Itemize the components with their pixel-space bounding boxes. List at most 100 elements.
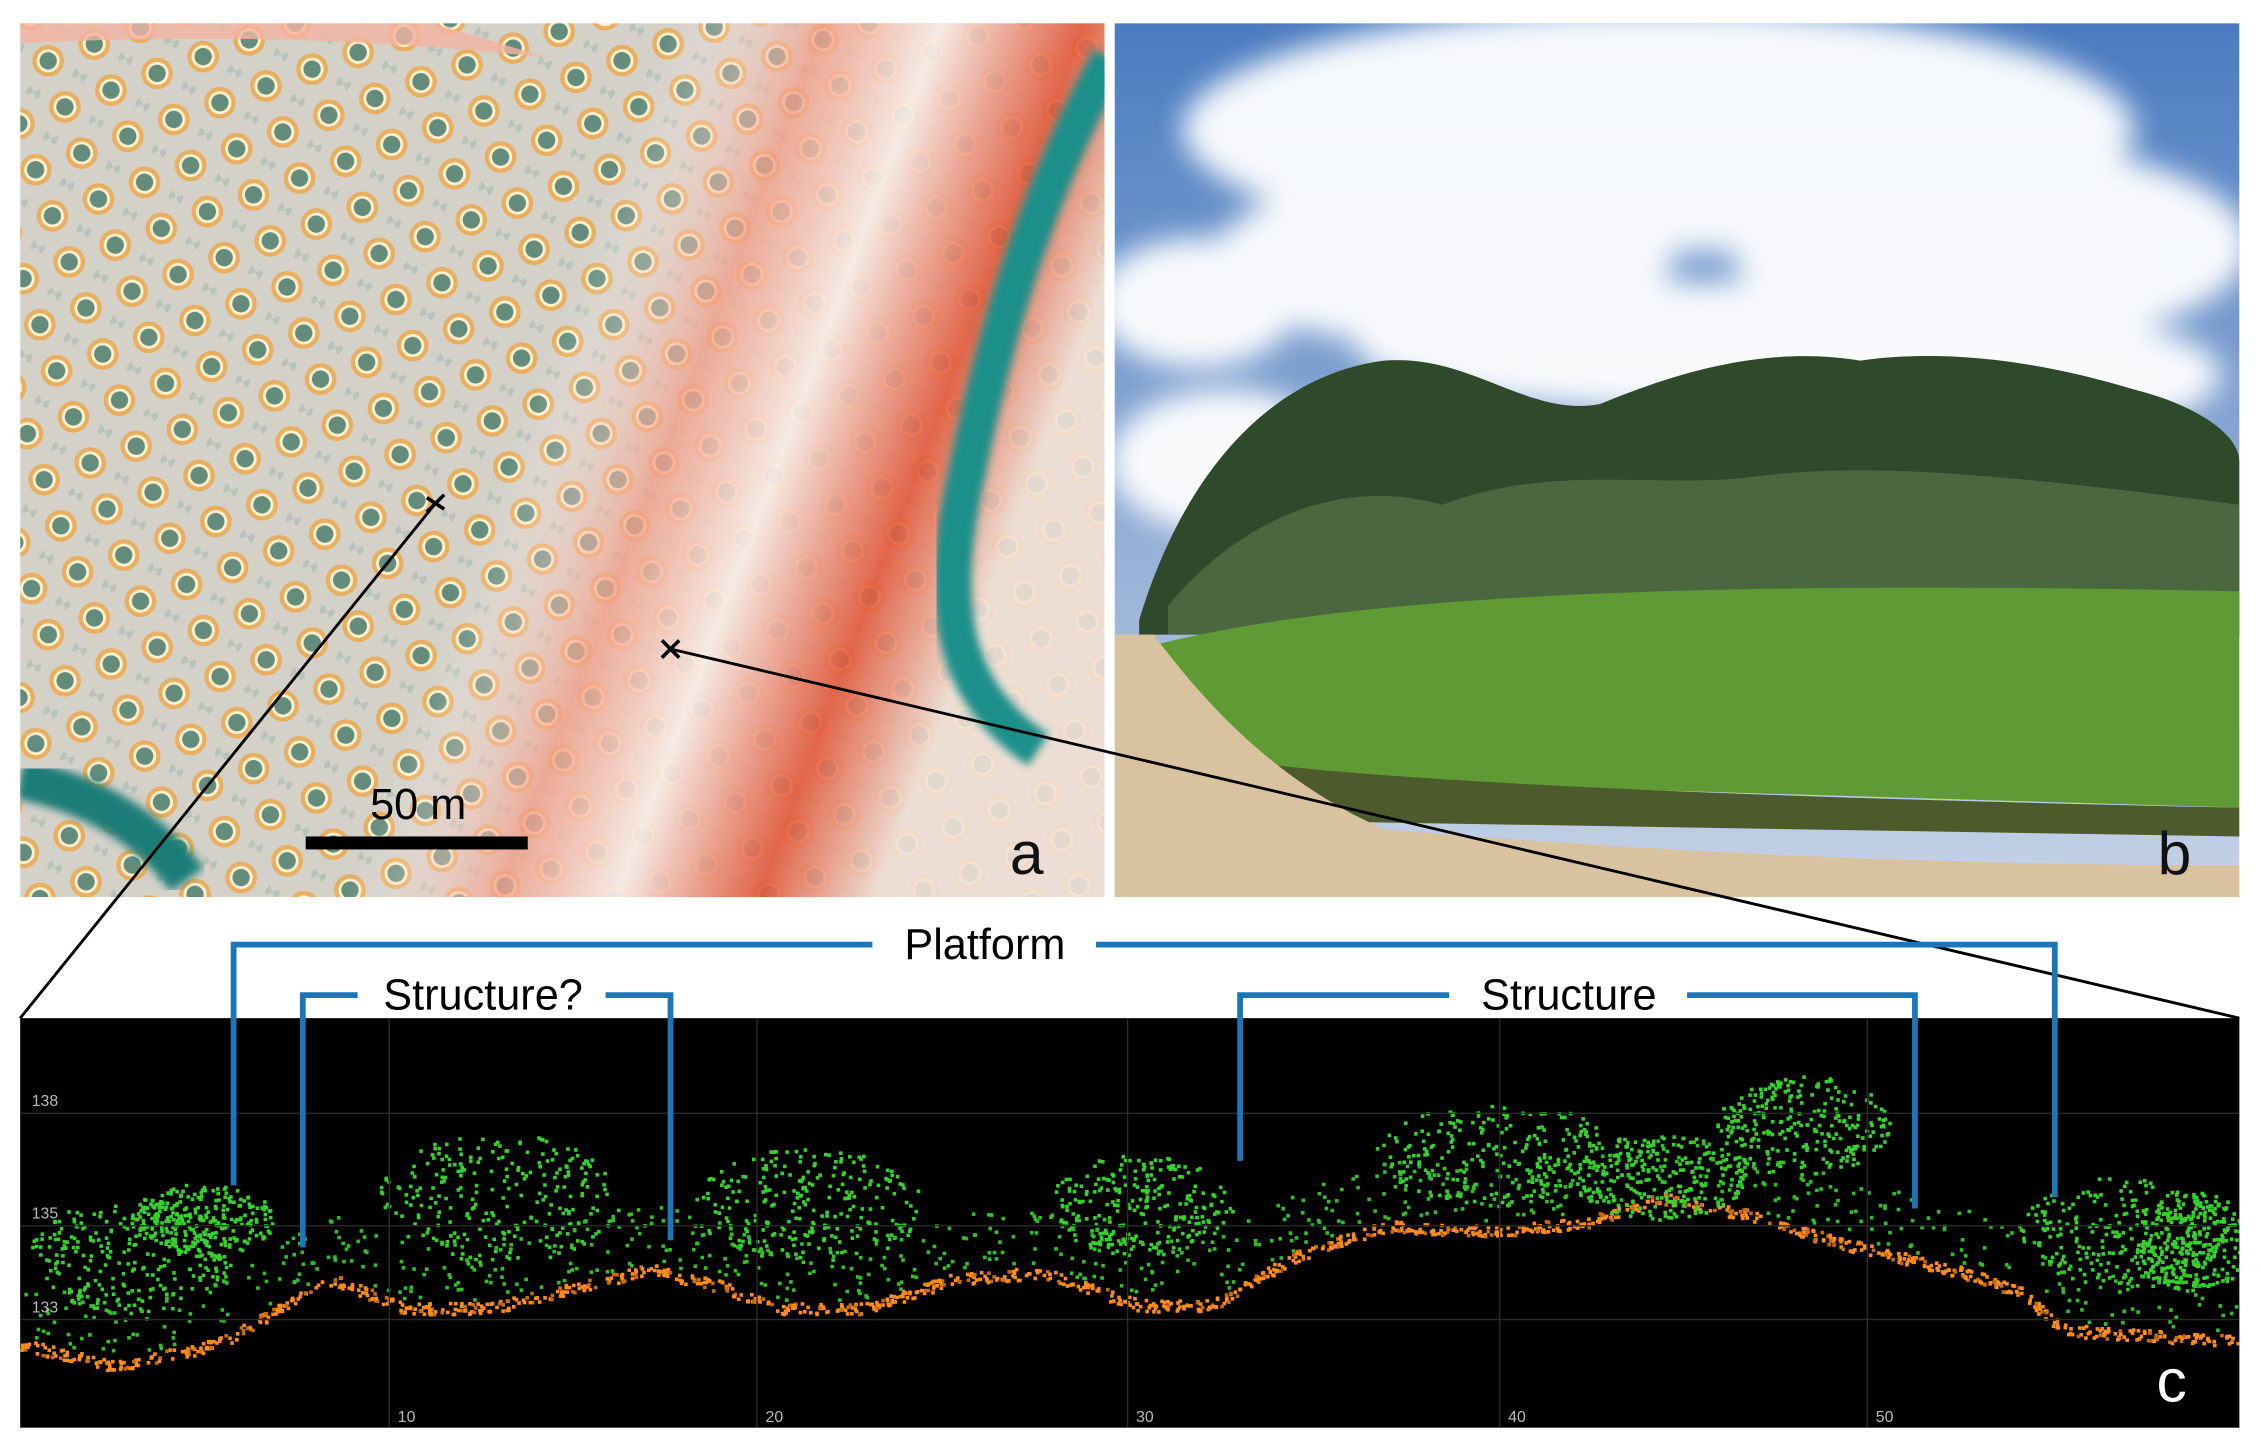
ground-point	[298, 1294, 302, 1299]
ground-point	[453, 1307, 458, 1312]
vegetation-point	[1736, 1119, 1741, 1123]
vegetation-point	[2213, 1249, 2218, 1254]
vegetation-point	[160, 1205, 165, 1210]
ground-point	[403, 1311, 407, 1315]
vegetation-point	[1594, 1146, 1599, 1150]
vegetation-point	[1408, 1175, 1413, 1180]
vegetation-point	[1828, 1148, 1832, 1153]
vegetation-point	[2180, 1252, 2184, 1256]
ground-point	[1495, 1234, 1500, 1238]
vegetation-point	[650, 1215, 654, 1219]
vegetation-point	[1294, 1236, 1299, 1240]
ground-point	[1295, 1251, 1299, 1256]
ground-point	[558, 1286, 562, 1290]
ground-point	[185, 1355, 190, 1359]
vegetation-point	[2206, 1284, 2211, 1289]
ground-point	[23, 1348, 28, 1352]
vegetation-point	[1634, 1159, 1638, 1164]
vegetation-point	[659, 1206, 664, 1210]
vegetation-point	[215, 1277, 220, 1282]
vegetation-point	[2168, 1320, 2172, 1324]
ground-point	[1027, 1272, 1031, 1276]
vegetation-point	[1463, 1187, 1468, 1192]
vegetation-point	[1207, 1248, 1212, 1253]
vegetation-point	[255, 1206, 260, 1210]
vegetation-point	[2219, 1219, 2224, 1224]
vegetation-point	[398, 1290, 402, 1294]
vegetation-point	[1073, 1198, 1078, 1202]
vegetation-point	[801, 1175, 806, 1180]
vegetation-point	[794, 1252, 798, 1256]
vegetation-point	[733, 1268, 738, 1273]
vegetation-point	[2048, 1235, 2052, 1239]
vegetation-point	[1506, 1174, 1510, 1179]
vegetation-point	[1721, 1173, 1725, 1177]
vegetation-point	[2076, 1195, 2081, 1200]
vegetation-point	[2239, 1218, 2240, 1222]
ground-point	[1162, 1304, 1166, 1309]
vegetation-point	[2005, 1233, 2010, 1238]
ground-point	[481, 1306, 486, 1310]
vegetation-point	[60, 1247, 65, 1251]
vegetation-point	[2180, 1247, 2184, 1251]
vegetation-point	[505, 1290, 510, 1294]
vegetation-point	[1753, 1183, 1757, 1188]
vegetation-point	[133, 1242, 138, 1247]
vegetation-point	[97, 1283, 102, 1287]
vegetation-point	[1615, 1210, 1619, 1215]
vegetation-point	[1079, 1184, 1084, 1189]
ground-point	[385, 1302, 390, 1306]
vegetation-point	[2115, 1230, 2119, 1235]
vegetation-point	[505, 1174, 510, 1179]
vegetation-point	[1749, 1087, 1754, 1092]
ground-point	[1693, 1198, 1698, 1203]
vegetation-point	[349, 1259, 354, 1263]
ground-point	[1011, 1274, 1015, 1278]
vegetation-point	[1530, 1180, 1535, 1184]
vegetation-point	[1799, 1176, 1804, 1181]
ground-point	[1483, 1232, 1488, 1237]
vegetation-point	[1642, 1138, 1647, 1143]
vegetation-point	[858, 1256, 863, 1260]
vegetation-point	[834, 1159, 838, 1164]
vegetation-point	[782, 1164, 787, 1169]
vegetation-point	[2167, 1232, 2171, 1237]
vegetation-point	[921, 1239, 926, 1243]
ground-point	[2084, 1336, 2088, 1340]
vegetation-point	[717, 1225, 721, 1230]
vegetation-point	[827, 1153, 831, 1157]
ground-point	[471, 1302, 475, 1307]
vegetation-point	[774, 1193, 779, 1198]
vegetation-point	[1845, 1159, 1849, 1163]
ground-point	[793, 1303, 797, 1308]
vegetation-point	[41, 1329, 46, 1334]
vegetation-point	[2211, 1282, 2216, 1287]
vegetation-point	[1074, 1183, 1078, 1188]
vegetation-point	[129, 1311, 134, 1316]
ground-point	[278, 1306, 282, 1311]
vegetation-point	[141, 1205, 145, 1210]
ground-point	[1959, 1265, 1964, 1270]
vegetation-point	[564, 1164, 569, 1168]
vegetation-point	[2081, 1191, 2086, 1195]
ground-point	[2037, 1303, 2041, 1308]
vegetation-point	[516, 1256, 520, 1260]
vegetation-point	[1629, 1187, 1634, 1191]
vegetation-point	[2191, 1251, 2196, 1255]
ground-point	[2194, 1336, 2199, 1340]
vegetation-point	[498, 1144, 502, 1148]
vegetation-point	[825, 1210, 829, 1215]
ground-point	[1308, 1248, 1312, 1253]
ground-point	[495, 1305, 499, 1310]
vegetation-point	[1920, 1225, 1924, 1230]
vegetation-point	[2173, 1208, 2178, 1213]
vegetation-point	[173, 1277, 177, 1281]
vegetation-point	[2202, 1244, 2206, 1248]
ground-point	[1437, 1231, 1441, 1236]
vegetation-point	[470, 1265, 474, 1270]
vegetation-point	[1660, 1180, 1665, 1184]
vegetation-point	[1354, 1174, 1359, 1179]
vegetation-point	[1886, 1242, 1891, 1246]
vegetation-point	[1189, 1198, 1194, 1203]
vegetation-point	[2160, 1250, 2164, 1254]
